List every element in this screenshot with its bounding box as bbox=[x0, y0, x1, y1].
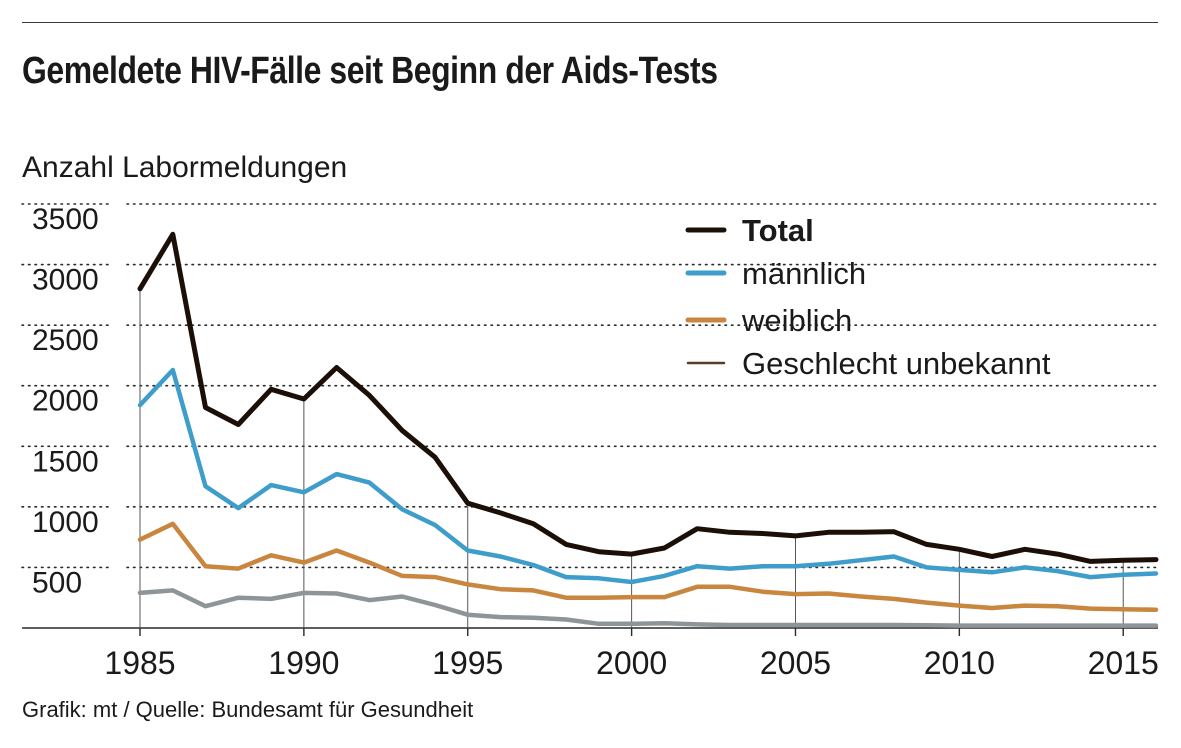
x-axis-ticks: 1985 1990 1995 2000 2005 2010 2015 bbox=[104, 288, 1159, 681]
x-tick-label-1995: 1995 bbox=[432, 645, 503, 681]
y-tick-label-2000: 2000 bbox=[32, 385, 99, 418]
legend-label-female: weiblich bbox=[741, 303, 852, 338]
y-tick-label-3500: 3500 bbox=[32, 203, 99, 236]
legend-label-male: männlich bbox=[742, 256, 866, 291]
x-tick-label-2005: 2005 bbox=[760, 645, 831, 681]
y-tick-label-1500: 1500 bbox=[32, 445, 99, 478]
y-tick-label-1000: 1000 bbox=[32, 506, 99, 539]
legend-label-unknown: Geschlecht unbekannt bbox=[742, 346, 1051, 381]
series-line-total bbox=[137, 231, 1159, 564]
y-axis-ticks: 500 1000 1500 2000 2500 3000 3500 bbox=[32, 203, 99, 599]
x-tick-label-1985: 1985 bbox=[104, 645, 175, 681]
y-tick-label-2500: 2500 bbox=[32, 324, 99, 357]
chart-title: Gemeldete HIV-Fälle seit Beginn der Aids… bbox=[22, 50, 718, 92]
x-tick-label-2010: 2010 bbox=[924, 645, 995, 681]
series-lines bbox=[137, 231, 1159, 628]
source-note: Grafik: mt / Quelle: Bundesamt für Gesun… bbox=[22, 697, 474, 722]
series-line-female bbox=[137, 521, 1159, 613]
legend-label-total: Total bbox=[742, 213, 814, 248]
gridlines bbox=[21, 203, 1159, 629]
x-tick-label-2015: 2015 bbox=[1088, 645, 1159, 681]
line-chart: Anzahl Labormeldungen 500 1000 1500 2000 250… bbox=[21, 151, 1159, 681]
series-line-unknown bbox=[137, 588, 1159, 628]
y-axis-label: Anzahl Labormeldungen bbox=[22, 151, 347, 184]
legend: Total männlich weiblich Geschlecht unbekann… bbox=[685, 213, 1051, 381]
series-line-male bbox=[137, 367, 1159, 585]
top-rule bbox=[22, 22, 1158, 23]
x-tick-label-2000: 2000 bbox=[596, 645, 667, 681]
x-tick-label-1990: 1990 bbox=[268, 645, 339, 681]
y-tick-label-3000: 3000 bbox=[32, 264, 99, 297]
y-tick-label-500: 500 bbox=[32, 566, 82, 599]
